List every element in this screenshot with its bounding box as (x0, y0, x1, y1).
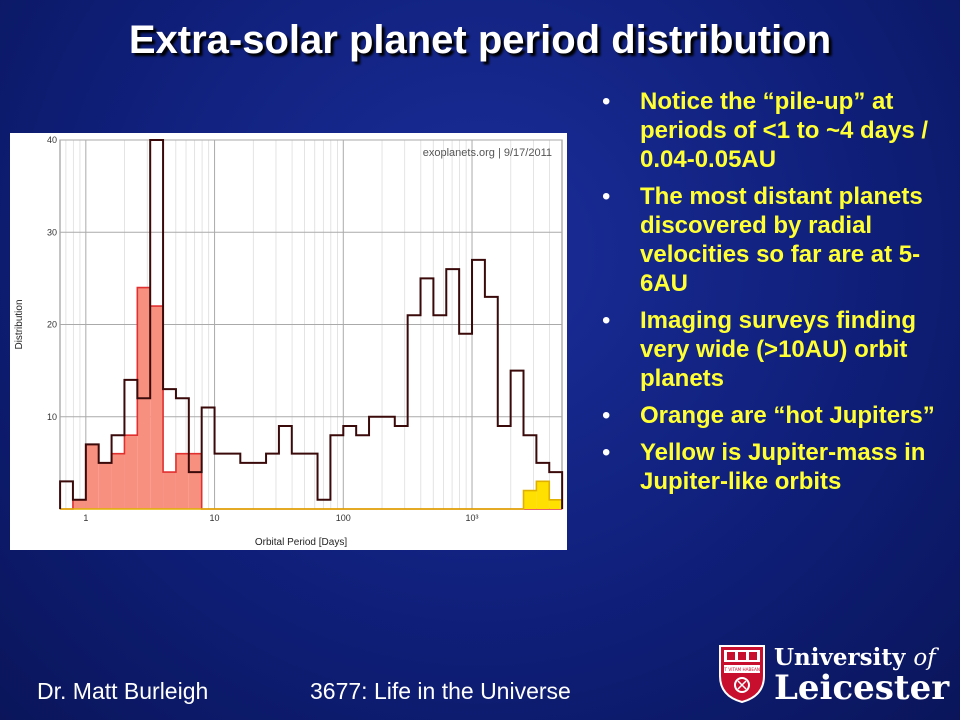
y-axis-label: Distribution (14, 299, 25, 349)
footer-course: 3677: Life in the Universe (310, 678, 571, 704)
chart-annotation: exoplanets.org | 9/17/2011 (423, 147, 552, 159)
bullet-text: Notice the “pile-up” at periods of <1 to… (640, 88, 929, 173)
bullet-text: Yellow is Jupiter-mass in Jupiter-like o… (640, 439, 926, 495)
histogram-svg: 1 10 100 10³ 10 20 30 40 exoplanets.org | 9/17/2… (14, 135, 564, 548)
bullet-dot-icon: • (602, 439, 611, 466)
logo-line2: Leicester (774, 668, 950, 708)
university-crest-icon: UT VITAM HABEANT (719, 645, 765, 704)
histogram-bar (523, 490, 537, 509)
histogram-bar (98, 462, 112, 509)
y-tick-label: 40 (47, 135, 57, 145)
histogram-bar (175, 453, 189, 509)
bullet-text: Imaging surveys finding very wide (>10AU… (640, 307, 917, 392)
bullet-item: • Imaging surveys finding very wide (>10A… (600, 306, 950, 393)
histogram-bar (85, 444, 99, 509)
histogram-outline (60, 480, 563, 510)
bullet-text: Orange are “hot Jupiters” (640, 402, 935, 429)
histogram-bar (111, 453, 125, 509)
svg-text:UT VITAM HABEANT: UT VITAM HABEANT (721, 667, 763, 672)
slide-title: Extra-solar planet period distribution (128, 18, 832, 62)
histogram-bar (536, 481, 550, 509)
logo-line1: University of (774, 644, 936, 671)
bullet-item: • The most distant planets discovered by … (600, 182, 950, 298)
histogram-bar (124, 435, 138, 509)
bullet-dot-icon: • (602, 402, 611, 429)
y-tick-label: 10 (47, 412, 57, 422)
footer-author: Dr. Matt Burleigh (37, 678, 209, 704)
histogram-bar (150, 306, 164, 509)
bullet-item: • Yellow is Jupiter-mass in Jupiter-like … (600, 438, 950, 496)
histogram-bar (188, 453, 202, 509)
histogram-step-line (59, 139, 564, 509)
bullet-item: • Notice the “pile-up” at periods of <1 t… (600, 87, 950, 174)
bullet-dot-icon: • (602, 307, 611, 334)
histogram-bar (163, 472, 176, 509)
histogram-bar (72, 499, 86, 509)
bullet-dot-icon: • (602, 183, 611, 210)
university-logo: UT VITAM HABEANT University of Leicester (718, 642, 950, 708)
x-tick-label: 100 (336, 513, 351, 523)
bullet-text: The most distant planets discovered by r… (640, 183, 923, 297)
histogram-bar (549, 499, 563, 509)
y-tick-label: 20 (47, 320, 57, 330)
bullet-item: • Orange are “hot Jupiters” (600, 401, 950, 430)
x-tick-label: 10³ (466, 513, 479, 523)
y-tick-label: 30 (47, 227, 57, 237)
x-tick-label: 10 (210, 513, 220, 523)
x-tick-label: 1 (83, 513, 88, 523)
bullet-dot-icon: • (602, 88, 611, 115)
period-histogram-chart: 1 10 100 10³ 10 20 30 40 exoplanets.org | 9/17/2… (10, 133, 567, 550)
x-axis-label: Orbital Period [Days] (255, 537, 347, 548)
bullet-list: • Notice the “pile-up” at periods of <1 t… (600, 87, 950, 504)
